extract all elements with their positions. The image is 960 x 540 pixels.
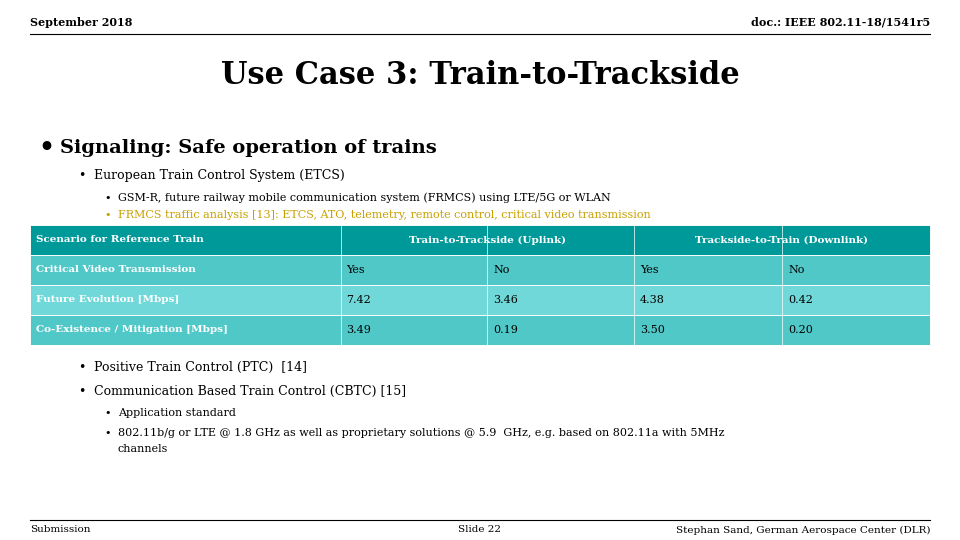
Text: •: • (78, 170, 85, 183)
Text: Submission: Submission (30, 525, 90, 535)
Text: •: • (38, 136, 54, 160)
Text: 3.46: 3.46 (493, 295, 518, 305)
Text: Trackside-to-Train (Downlink): Trackside-to-Train (Downlink) (695, 235, 869, 245)
Text: Slide 22: Slide 22 (459, 525, 501, 535)
Text: 0.19: 0.19 (493, 325, 518, 335)
Text: Co-Existence / Mitigation [Mbps]: Co-Existence / Mitigation [Mbps] (36, 326, 228, 334)
Text: Signaling: Safe operation of trains: Signaling: Safe operation of trains (60, 139, 437, 157)
Text: No: No (493, 265, 510, 275)
Text: 3.49: 3.49 (347, 325, 372, 335)
Text: •: • (78, 361, 85, 374)
Bar (30, 225, 930, 255)
Text: Yes: Yes (640, 265, 659, 275)
Text: Scenario for Reference Train: Scenario for Reference Train (36, 235, 204, 245)
Bar (30, 285, 930, 315)
Text: doc.: IEEE 802.11-18/1541r5: doc.: IEEE 802.11-18/1541r5 (751, 17, 930, 28)
Text: 4.38: 4.38 (640, 295, 664, 305)
Text: No: No (788, 265, 804, 275)
Text: 0.20: 0.20 (788, 325, 813, 335)
Text: 3.50: 3.50 (640, 325, 664, 335)
Text: September 2018: September 2018 (30, 17, 132, 28)
Text: Critical Video Transmission: Critical Video Transmission (36, 266, 196, 274)
Text: •: • (104, 210, 110, 220)
Text: Future Evolution [Mbps]: Future Evolution [Mbps] (36, 295, 180, 305)
Text: Stephan Sand, German Aerospace Center (DLR): Stephan Sand, German Aerospace Center (D… (676, 525, 930, 535)
Text: •: • (104, 408, 110, 418)
Text: Train-to-Trackside (Uplink): Train-to-Trackside (Uplink) (409, 235, 565, 245)
Bar (30, 315, 930, 345)
Text: •: • (78, 384, 85, 397)
Text: Application standard: Application standard (118, 408, 236, 418)
Text: GSM-R, future railway mobile communication system (FRMCS) using LTE/5G or WLAN: GSM-R, future railway mobile communicati… (118, 193, 611, 203)
Text: 0.42: 0.42 (788, 295, 813, 305)
Text: •: • (104, 428, 110, 438)
Text: Communication Based Train Control (CBTC) [15]: Communication Based Train Control (CBTC)… (94, 384, 406, 397)
Text: European Train Control System (ETCS): European Train Control System (ETCS) (94, 170, 345, 183)
Text: Positive Train Control (PTC)  [14]: Positive Train Control (PTC) [14] (94, 361, 307, 374)
Text: Use Case 3: Train-to-Trackside: Use Case 3: Train-to-Trackside (221, 59, 739, 91)
Text: Yes: Yes (347, 265, 365, 275)
Text: 7.42: 7.42 (347, 295, 372, 305)
Bar (30, 255, 930, 285)
Text: 802.11b/g or LTE @ 1.8 GHz as well as proprietary solutions @ 5.9  GHz, e.g. bas: 802.11b/g or LTE @ 1.8 GHz as well as pr… (118, 428, 725, 438)
Text: FRMCS traffic analysis [13]: ETCS, ATO, telemetry, remote control, critical vide: FRMCS traffic analysis [13]: ETCS, ATO, … (118, 210, 651, 220)
Text: channels: channels (118, 444, 168, 454)
Text: •: • (104, 193, 110, 203)
